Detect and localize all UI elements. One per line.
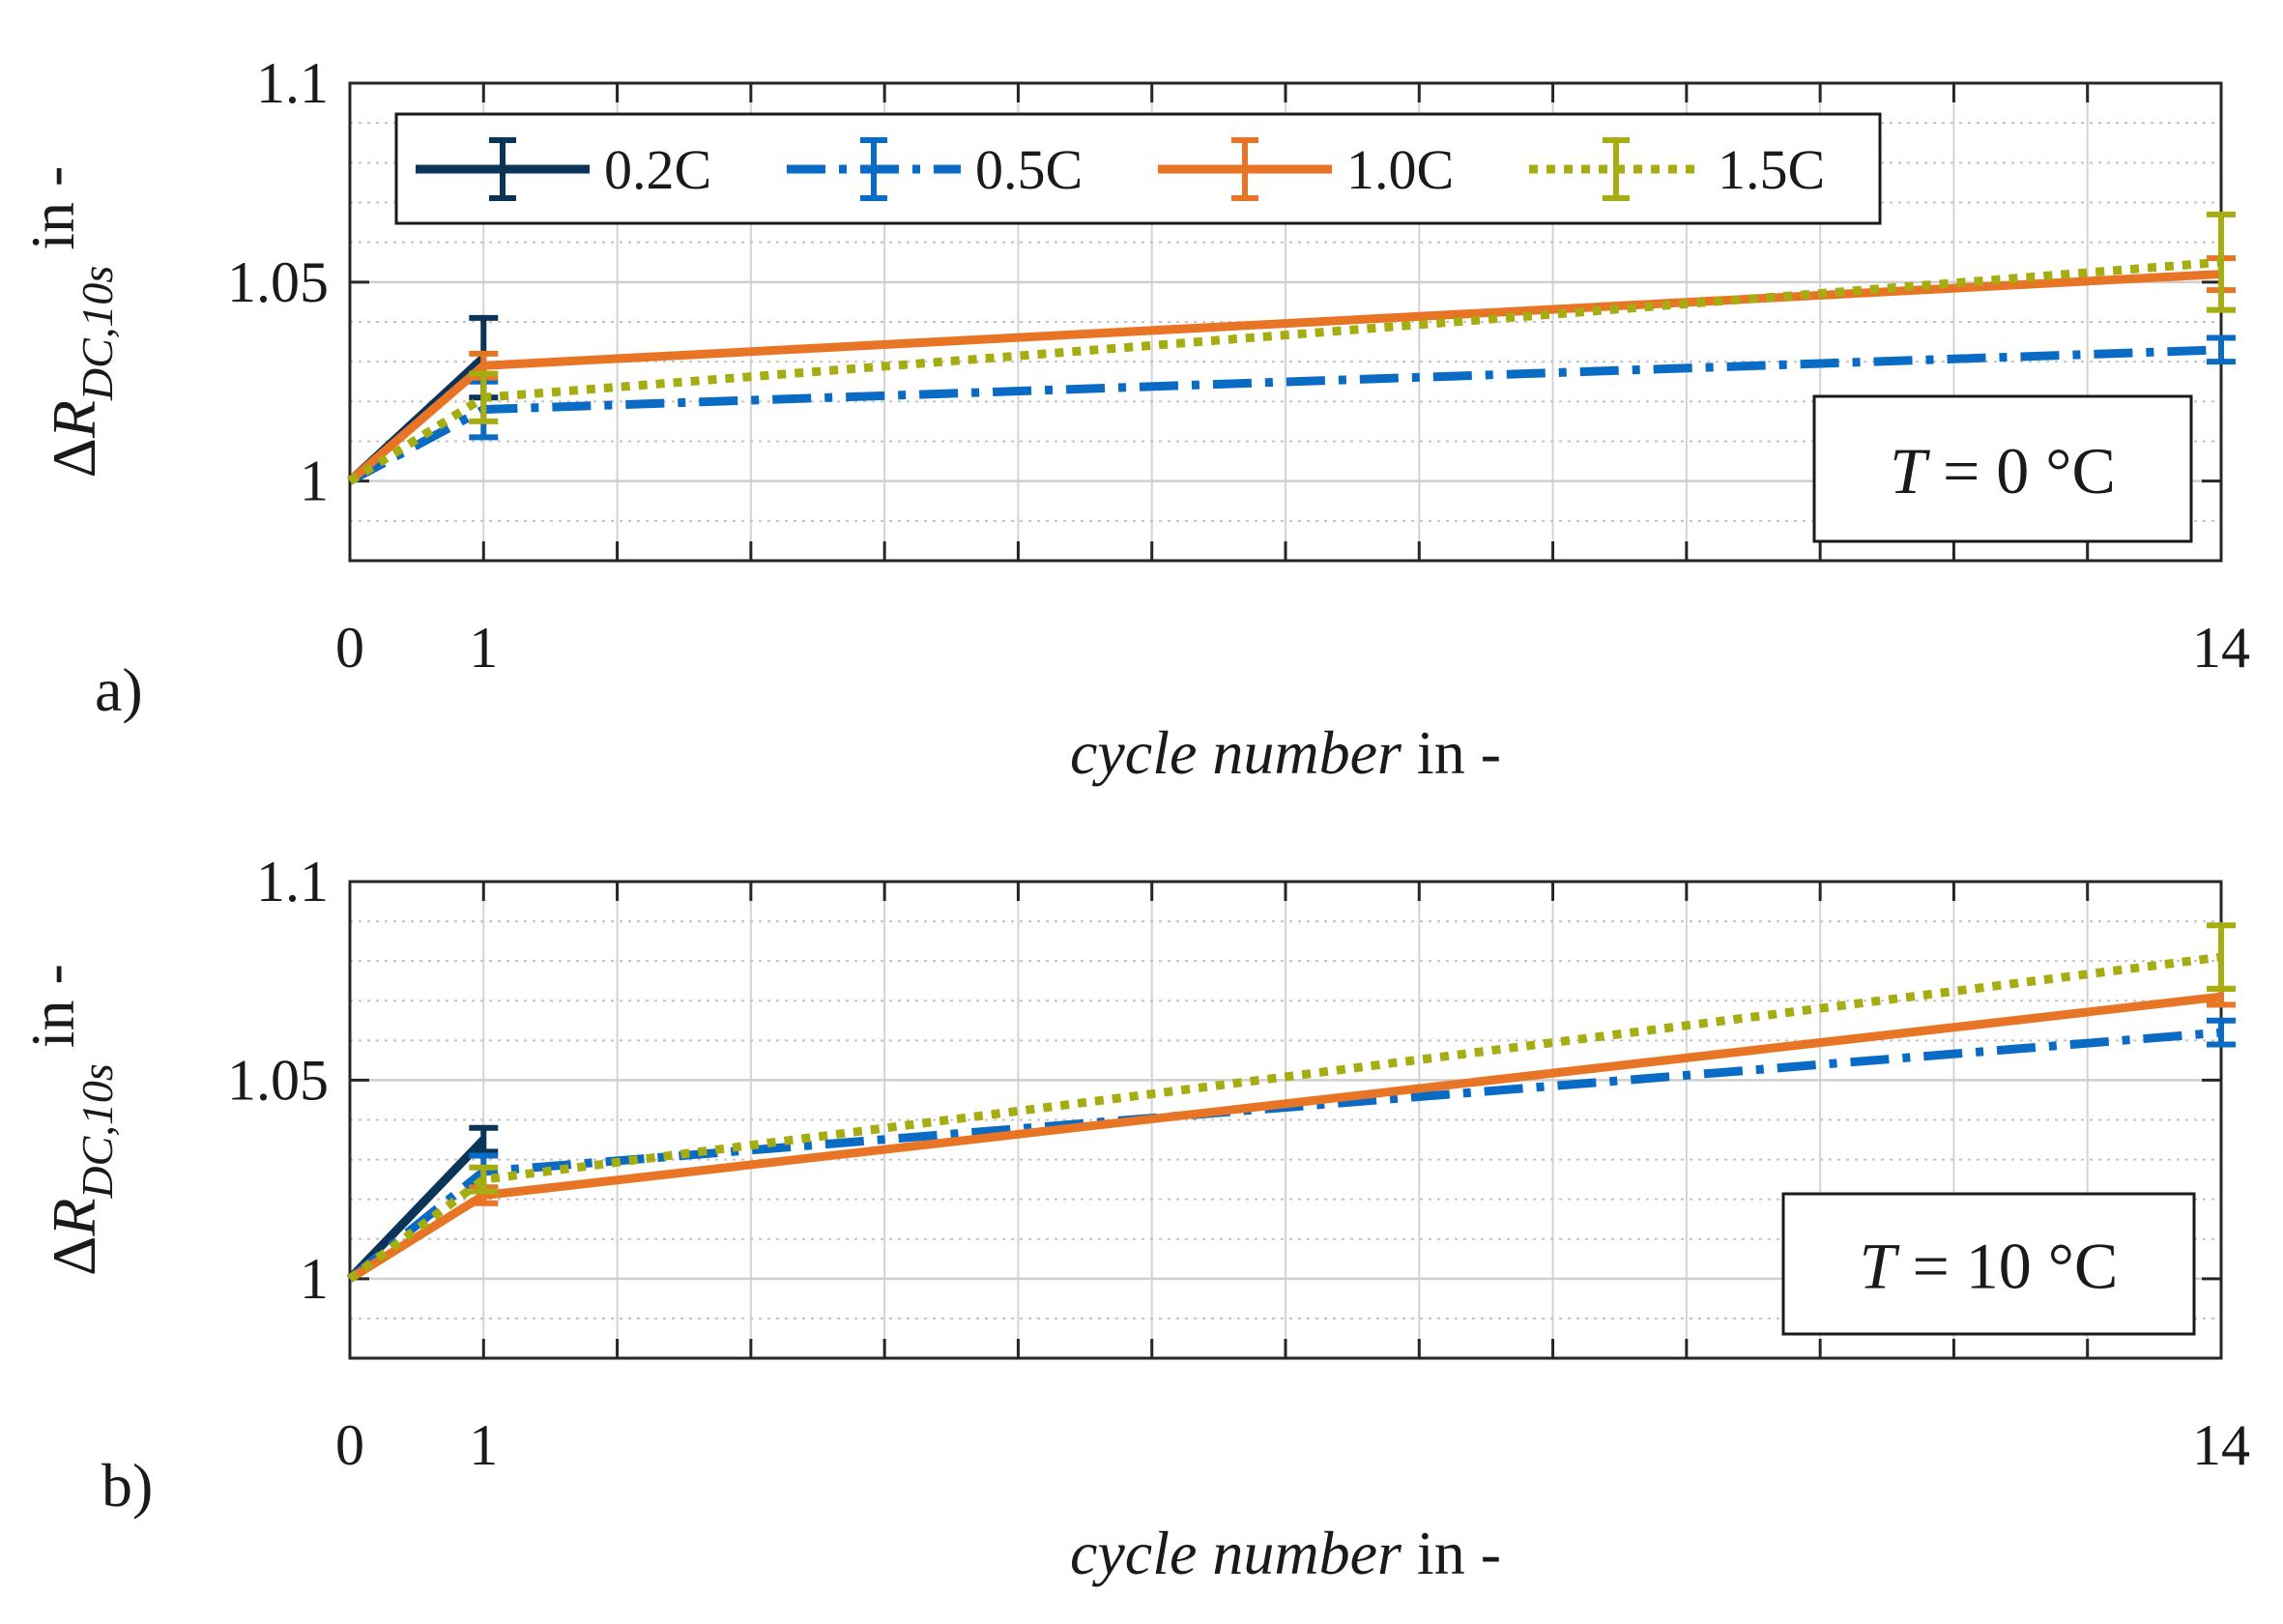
y-axis-label: ΔRDC,10s in - <box>18 166 122 478</box>
legend-item-0.5C: 0.5C <box>787 137 1083 201</box>
x-axis-label: cycle number in - <box>1070 718 1501 787</box>
y-axis-label-subscript: DC,10s <box>72 1063 122 1199</box>
error-bar-0.5C <box>2207 334 2236 365</box>
tick-marks <box>348 880 2223 1358</box>
temperature-label: T = 10 °C <box>1860 1230 2119 1303</box>
y-axis-label-symbol: R <box>40 400 108 439</box>
x-tick-label: 0 <box>335 616 364 680</box>
x-tick-label: 1 <box>469 1413 498 1477</box>
y-axis-label-unit: in - <box>18 166 87 266</box>
temperature-symbol: T <box>1860 1230 1900 1303</box>
x-tick-label: 14 <box>2192 616 2250 680</box>
temperature-symbol: T <box>1890 434 1930 508</box>
legend-item-0.2C: 0.2C <box>416 137 711 201</box>
y-tick-label: 1.1 <box>256 51 329 115</box>
series-line-1.5C <box>347 952 2222 1283</box>
legend: 0.2C 0.5C 1.0C 1.5C <box>394 112 1882 225</box>
legend-label: 0.2C <box>604 138 711 201</box>
error-bar-0.5C <box>2207 1017 2236 1048</box>
temperature-label: T = 0 °C <box>1890 434 2116 508</box>
y-tick-label: 1.1 <box>256 850 329 914</box>
error-bar-1.5C <box>469 1164 499 1195</box>
y-tick-label: 1 <box>300 450 329 513</box>
x-axis-label-name: cycle number <box>1070 718 1402 787</box>
x-tick-label: 0 <box>335 1413 364 1477</box>
y-tick-label: 1 <box>300 1247 329 1311</box>
panel-label: a) <box>95 655 143 724</box>
temperature-value: = 0 °C <box>1926 434 2116 508</box>
legend-item-1.5C: 1.5C <box>1529 137 1825 201</box>
panel-label: b) <box>101 1451 153 1520</box>
y-axis-label: ΔRDC,10s in - <box>18 964 122 1276</box>
x-axis-label-name: cycle number <box>1070 1519 1402 1587</box>
temperature-value: = 10 °C <box>1895 1230 2118 1303</box>
y-axis-label-subscript: DC,10s <box>72 266 122 401</box>
legend-label: 1.0C <box>1346 138 1454 201</box>
x-axis-label-unit: in - <box>1402 1519 1501 1587</box>
tick-marks <box>348 81 2223 561</box>
x-axis-label-unit: in - <box>1402 718 1501 787</box>
y-axis-label-unit: in - <box>18 964 87 1063</box>
y-tick-label: 1.05 <box>227 250 329 314</box>
legend-label: 0.5C <box>975 138 1083 201</box>
legend-item-1.0C: 1.0C <box>1158 137 1454 201</box>
y-axis-label-delta: Δ <box>40 438 108 478</box>
series-1.5C <box>347 922 2236 1283</box>
error-bar-0.2C <box>469 1124 499 1155</box>
error-bar-1.5C <box>469 370 499 424</box>
x-tick-label: 14 <box>2192 1413 2250 1477</box>
legend-label: 1.5C <box>1718 138 1825 201</box>
y-tick-label: 1.05 <box>227 1048 329 1112</box>
temperature-box <box>1812 394 2193 543</box>
legend-box <box>394 112 1882 225</box>
temperature-box <box>1781 1192 2196 1336</box>
error-bar-1.5C <box>2207 211 2236 313</box>
y-axis-label-delta: Δ <box>40 1236 108 1276</box>
series-1.5C <box>347 211 2236 485</box>
x-tick-label: 1 <box>469 616 498 680</box>
y-axis-label-symbol: R <box>40 1199 108 1237</box>
error-bar-1.5C <box>2207 922 2236 992</box>
x-axis-label: cycle number in - <box>1070 1519 1501 1587</box>
